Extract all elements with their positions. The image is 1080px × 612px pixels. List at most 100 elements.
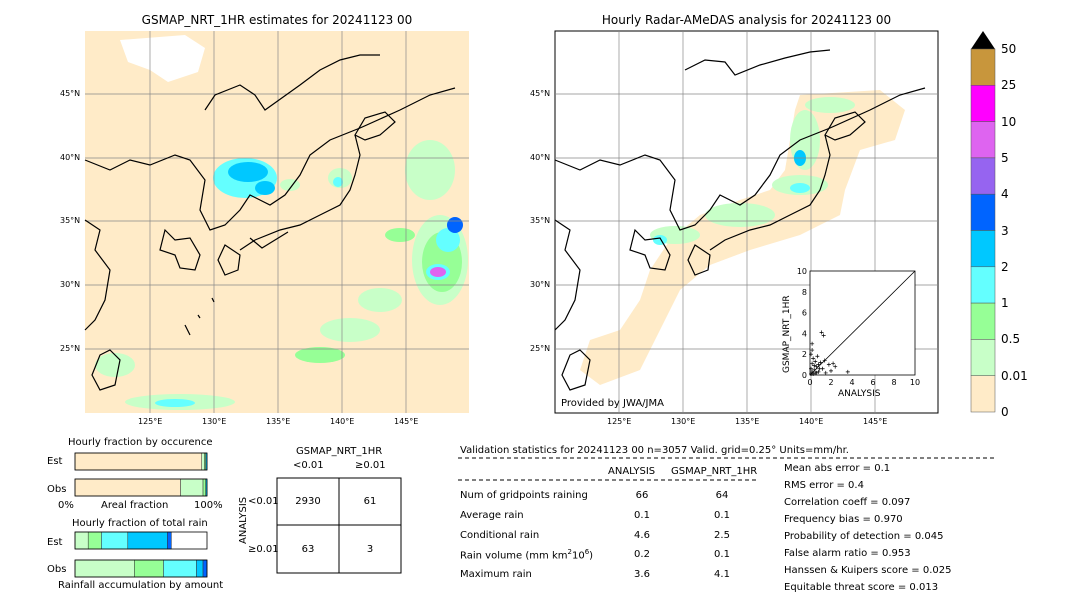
scatter-point xyxy=(809,366,814,371)
left-lon-label-145: 145°E xyxy=(394,417,419,426)
right-lat-label-25: 25°N xyxy=(530,344,551,353)
colorbar-cell xyxy=(970,266,996,304)
colorbar-cell xyxy=(970,121,996,159)
left-map-grid xyxy=(85,31,469,413)
colorbar-label: 25 xyxy=(1001,78,1017,93)
right-lon-label-135: 135°E xyxy=(735,417,760,426)
contingency-row-2: ≥0.01 xyxy=(248,544,279,555)
occurrence-axis-end: 100% xyxy=(194,500,223,511)
total-rain-obs-label: Obs xyxy=(47,564,67,575)
scatter-point xyxy=(831,361,836,366)
scatter-x-tick: 4 xyxy=(849,378,854,387)
contingency-cell-11: 3 xyxy=(366,544,374,555)
scatter-point xyxy=(821,333,826,338)
total-rain-title: Hourly fraction of total rain xyxy=(72,518,208,529)
scatter-x-tick: 6 xyxy=(870,378,875,387)
colorbar-cell xyxy=(970,230,996,268)
colorbar-label: 50 xyxy=(1001,42,1017,56)
scatter-point xyxy=(810,369,815,374)
right-lon-label-130: 130°E xyxy=(671,417,696,426)
colorbar-label: 1 xyxy=(1001,296,1009,311)
score-line: Correlation coeff = 0.097 xyxy=(784,497,911,508)
contingency-row-1: <0.01 xyxy=(248,496,279,507)
left-map-precip xyxy=(95,140,468,410)
no-data-area xyxy=(120,35,205,82)
stacked-bar-frame xyxy=(74,531,208,550)
occurrence-axis-start: 0% xyxy=(58,500,74,511)
total-rain-axis-label: Rainfall accumulation by amount xyxy=(58,580,224,591)
colorbar-label: 2 xyxy=(1001,259,1009,274)
colorbar-cell xyxy=(970,375,996,413)
stacked-bar-segment xyxy=(74,559,135,578)
scatter-y-label: GSMAP_NRT_1HR xyxy=(782,295,792,373)
left-lat-label-40: 40°N xyxy=(60,153,81,162)
stacked-bar-segment xyxy=(74,478,181,497)
left-map xyxy=(84,31,469,413)
occurrence-obs-label: Obs xyxy=(47,484,67,495)
left-lon-label-130: 130°E xyxy=(202,417,227,426)
colorbar-extend-arrow xyxy=(971,31,995,49)
colorbar-label: 0.01 xyxy=(1001,368,1028,383)
stat-row-label: Average rain xyxy=(460,510,524,521)
stacked-bar-segment xyxy=(74,531,89,550)
left-lat-label-30: 30°N xyxy=(60,280,81,289)
right-map xyxy=(554,30,939,414)
contingency-col-2: ≥0.01 xyxy=(355,460,386,471)
occurrence-title: Hourly fraction by occurence xyxy=(68,437,213,448)
scatter-x-label: ANALYSIS xyxy=(838,389,881,399)
colorbar-cell xyxy=(970,193,996,231)
scatter-point xyxy=(810,341,815,346)
score-line: Equitable threat score = 0.013 xyxy=(784,582,939,593)
score-line: False alarm ratio = 0.953 xyxy=(784,548,911,559)
left-lon-label-135: 135°E xyxy=(266,417,291,426)
stat-row-gsmap: 0.1 xyxy=(714,510,730,521)
contingency-col-1: <0.01 xyxy=(293,460,324,471)
stacked-bar-segment xyxy=(202,559,208,578)
score-line: Hanssen & Kuipers score = 0.025 xyxy=(784,565,952,576)
stat-row-label: Conditional rain xyxy=(460,530,540,541)
scatter-x-tick: 10 xyxy=(910,378,920,387)
right-lat-label-35: 35°N xyxy=(530,216,551,225)
validation-divider xyxy=(458,457,996,459)
left-lat-label-35: 35°N xyxy=(60,216,81,225)
stacked-bar-segment xyxy=(196,559,204,578)
scatter-point xyxy=(826,362,831,367)
scatter-y-tick: 0 xyxy=(802,371,807,380)
scatter-point xyxy=(817,366,822,371)
scatter-point xyxy=(815,354,820,359)
stacked-bar-segment xyxy=(74,452,202,471)
stacked-bar-segment xyxy=(163,559,197,578)
scatter-point xyxy=(822,358,827,363)
stat-row-analysis: 0.2 xyxy=(634,549,650,560)
right-map-title: Hourly Radar-AMeDAS analysis for 2024112… xyxy=(601,13,892,27)
stat-row-analysis: 3.6 xyxy=(634,569,650,580)
occurrence-bars xyxy=(74,452,208,497)
validation-header: Validation statistics for 20241123 00 n=… xyxy=(460,445,849,456)
scatter-diagonal xyxy=(809,270,916,376)
contingency-cell-00: 2930 xyxy=(295,496,321,507)
right-lon-label-125: 125°E xyxy=(607,417,632,426)
stat-row-gsmap: 4.1 xyxy=(714,569,730,580)
scatter-point xyxy=(812,363,817,368)
stacked-bar-frame xyxy=(74,478,208,497)
colorbar-label: 0.5 xyxy=(1001,332,1021,347)
stacked-bar-segment xyxy=(134,559,164,578)
colorbar-cell xyxy=(970,302,996,340)
colorbar-label: 0 xyxy=(1001,405,1009,419)
scatter-y-tick: 10 xyxy=(797,267,807,276)
scatter-point xyxy=(833,364,838,369)
stat-row-analysis: 0.1 xyxy=(634,510,650,521)
scatter-point xyxy=(809,352,814,357)
colorbar-cell xyxy=(970,339,996,376)
scatter-point xyxy=(818,360,823,365)
contingency-cell-01: 61 xyxy=(363,496,377,507)
score-line: Probability of detection = 0.045 xyxy=(784,531,944,542)
score-line: Frequency bias = 0.970 xyxy=(784,514,903,525)
stacked-bar-segment xyxy=(167,531,172,550)
stat-row-gsmap: 64 xyxy=(715,490,729,501)
occurrence-axis-label: Areal fraction xyxy=(101,500,169,511)
stat-row-analysis: 4.6 xyxy=(634,530,650,541)
data-credit: Provided by JWA/JMA xyxy=(561,398,664,409)
validation-col-gsmap: GSMAP_NRT_1HR xyxy=(671,466,758,477)
scatter-y-tick: 2 xyxy=(802,350,807,359)
